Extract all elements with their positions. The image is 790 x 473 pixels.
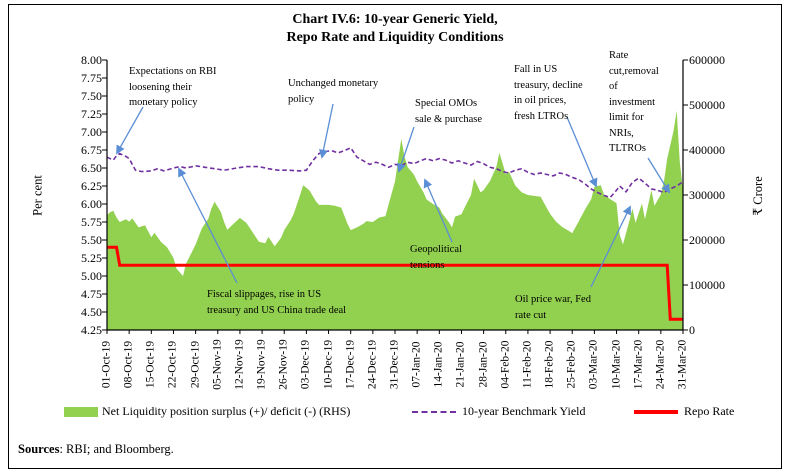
chart-title-line2: Repo Rate and Liquidity Conditions [286, 30, 504, 46]
annotation-arrow-special-omos [397, 126, 415, 173]
legend-swatch-liquidity-area-icon [64, 407, 98, 417]
legend-dashed-line-yield-icon [412, 411, 456, 413]
legend-label-yield: 10-year Benchmark Yield [462, 404, 586, 418]
sources-text: : RBI; and Bloomberg. [59, 442, 174, 456]
annotation-arrow-fall-us-treasury [566, 116, 598, 188]
sources-label: Sources [18, 442, 60, 456]
annotation-arrow-expectations [116, 106, 144, 155]
legend-label-repo: Repo Rate [684, 404, 735, 418]
legend-line-repo-icon [634, 410, 678, 414]
repo-rate-series [107, 245, 683, 321]
y-left-axis-title: Per cent [30, 175, 45, 216]
annotation-arrow-rate-cut-tltros [647, 157, 670, 194]
annotation-arrow-fiscal-slippages [178, 167, 238, 284]
annotation-arrow-unchanged-policy [319, 103, 334, 159]
annotation-arrow-geopolitical [423, 178, 453, 243]
sources-note: Sources: RBI; and Bloomberg. [18, 442, 174, 457]
y-right-axis-title: ₹ Crore [751, 176, 765, 216]
legend-label-liquidity: Net Liquidity position surplus (+)/ defi… [102, 404, 351, 418]
annotation-arrow-oil-price-war [590, 205, 631, 288]
benchmark-yield-series [106, 146, 684, 199]
chart-title-line1: Chart IV.6: 10-year Generic Yield, [292, 12, 498, 27]
legend: Net Liquidity position surplus (+)/ defi… [0, 402, 790, 424]
liquidity-area-series [107, 110, 683, 330]
chart-title: Chart IV.6: 10-year Generic Yield, Repo … [0, 11, 790, 47]
